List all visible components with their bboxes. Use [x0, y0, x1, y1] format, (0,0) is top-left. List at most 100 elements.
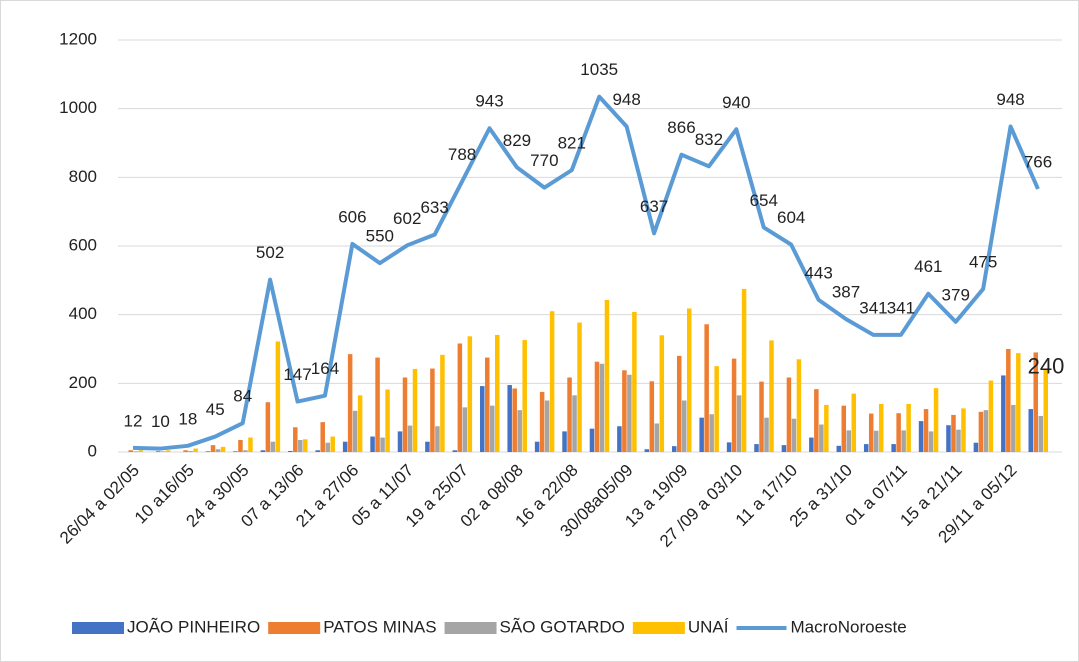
bar [824, 404, 829, 452]
data-label: 341 [887, 298, 915, 317]
bar [260, 450, 266, 452]
data-label: 821 [558, 134, 586, 153]
bar [764, 417, 769, 452]
data-label: 943 [475, 92, 503, 111]
legend-swatch [632, 622, 685, 634]
bar [347, 354, 353, 452]
bar [946, 425, 951, 452]
bar [160, 451, 166, 452]
bar [759, 381, 764, 452]
bar [238, 439, 243, 452]
bar [128, 450, 133, 452]
bar [385, 389, 390, 452]
data-label: 475 [969, 252, 997, 271]
data-label: 45 [206, 400, 225, 419]
bar [891, 444, 896, 452]
bar [303, 439, 308, 452]
bar [233, 451, 238, 452]
data-label: 1035 [580, 60, 618, 79]
bar [412, 368, 418, 452]
bar [809, 437, 814, 452]
data-label: 637 [640, 197, 668, 216]
legend-label: SÃO GOTARDO [500, 617, 625, 636]
data-label: 770 [530, 151, 558, 170]
bar [155, 450, 161, 452]
bar [796, 359, 802, 452]
bar [617, 426, 622, 452]
bar [577, 322, 582, 452]
y-tick-label: 1200 [59, 29, 97, 48]
data-label: 164 [311, 359, 339, 378]
y-tick-label: 200 [69, 373, 97, 392]
bar [452, 450, 458, 452]
bar [918, 421, 924, 452]
bar [622, 370, 627, 452]
bar [1038, 415, 1043, 452]
data-label: 948 [996, 90, 1024, 109]
data-label: 550 [366, 227, 394, 246]
data-label: 633 [420, 198, 448, 217]
legend-label: UNAÍ [688, 617, 729, 636]
legend-swatch [444, 622, 497, 634]
bar [430, 368, 435, 452]
bar [988, 380, 994, 452]
bar [928, 431, 934, 452]
bar [270, 441, 276, 452]
bar [183, 450, 188, 452]
bar [836, 445, 842, 452]
y-tick-label: 600 [69, 235, 97, 254]
bar [956, 429, 961, 452]
data-label: 10 [151, 412, 170, 431]
bar [440, 354, 445, 452]
bar [704, 324, 709, 452]
bar [507, 385, 512, 452]
bar [627, 374, 632, 452]
bar [814, 389, 819, 452]
bar [873, 430, 879, 452]
data-label: 379 [942, 285, 970, 304]
bar [133, 451, 138, 452]
bar [1001, 375, 1006, 452]
bar [644, 449, 650, 452]
bar [138, 450, 143, 452]
bar [325, 442, 330, 452]
bar [539, 391, 545, 452]
bar [681, 400, 687, 452]
data-label: 829 [503, 131, 531, 150]
bar [1043, 369, 1048, 452]
legend-label: JOÃO PINHEIRO [127, 617, 260, 636]
bar [846, 430, 852, 452]
data-label: 654 [750, 191, 778, 210]
bar [517, 410, 522, 452]
y-tick-label: 1000 [59, 98, 97, 117]
bar [851, 393, 857, 452]
data-label: 866 [667, 118, 695, 137]
bar [632, 311, 637, 452]
bar [490, 405, 495, 452]
bar [961, 408, 966, 452]
bar [933, 388, 939, 452]
bar [1006, 349, 1011, 452]
bar [265, 402, 271, 452]
bar [714, 366, 719, 452]
bar [863, 444, 869, 452]
bar [901, 430, 906, 452]
bar [370, 436, 375, 452]
bar [594, 361, 600, 452]
bar [731, 358, 737, 452]
bar [205, 451, 211, 452]
bar [534, 441, 540, 452]
bar [567, 377, 572, 452]
bar [467, 336, 473, 452]
bar [193, 448, 198, 452]
bar [654, 423, 660, 452]
bar [786, 377, 792, 452]
data-label: 604 [777, 208, 805, 227]
bar [699, 417, 704, 452]
bar [330, 436, 335, 452]
bar [188, 450, 193, 452]
data-label: 606 [338, 207, 366, 226]
bar [320, 422, 325, 452]
bar [288, 450, 293, 452]
